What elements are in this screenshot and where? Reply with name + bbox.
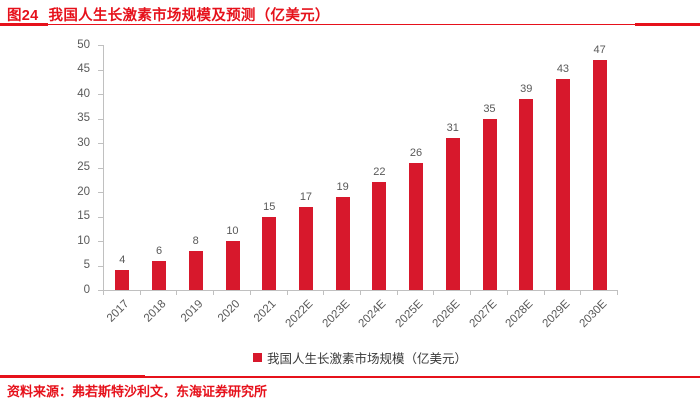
legend-color-swatch — [252, 353, 262, 362]
y-axis-label: 45 — [77, 63, 90, 75]
y-axis-tick — [98, 265, 103, 267]
x-axis-tick — [213, 291, 215, 295]
bar-value-label: 6 — [155, 244, 163, 257]
bar-2022E — [298, 206, 313, 290]
bar-chart-plot-area: 4 6 8 10 15 17 19 22 26 31 35 39 43 47 — [103, 43, 618, 291]
title-divider-left-accent — [0, 22, 48, 27]
x-axis-tick — [139, 291, 141, 295]
x-axis-tick — [396, 291, 398, 295]
footer-divider — [0, 376, 700, 378]
bar-2023E — [335, 196, 350, 290]
title-divider-right-accent — [635, 22, 700, 27]
y-axis-tick — [98, 143, 103, 144]
source-note: 资料来源：弗若斯特沙利文，东海证券研究所 — [7, 384, 268, 399]
x-axis-tick — [323, 291, 325, 295]
y-axis-tick — [98, 118, 103, 120]
bar-value-label: 26 — [409, 146, 423, 159]
y-axis-label: 15 — [77, 210, 90, 222]
bar-2020 — [225, 241, 240, 290]
bar-2027E — [482, 118, 497, 290]
y-axis-tick — [98, 216, 103, 218]
y-axis-tick — [98, 241, 103, 242]
bar-value-label: 31 — [446, 122, 459, 135]
bar-2028E — [519, 98, 534, 290]
bar-2021 — [262, 216, 277, 290]
bar-2019 — [188, 250, 203, 290]
chart-title: 图24 我国人生长激素市场规模及预测（亿美元） — [7, 4, 330, 25]
bar-value-label: 4 — [119, 254, 126, 267]
bar-2029E — [555, 79, 570, 290]
y-axis-tick — [98, 192, 103, 193]
bar-2017 — [115, 270, 130, 290]
x-axis-tick — [617, 291, 618, 295]
bar-value-label: 10 — [226, 225, 239, 237]
bar-2025E — [409, 162, 424, 290]
x-axis-tick — [286, 291, 288, 295]
bar-value-label: 22 — [373, 166, 386, 179]
bar-value-label: 47 — [593, 43, 606, 56]
y-axis-label: 25 — [77, 161, 90, 173]
y-axis-label: 0 — [83, 283, 90, 296]
bar-2030E — [592, 59, 607, 290]
y-axis-tick — [98, 45, 103, 46]
legend-series-label: 我国人生长激素市场规模（亿美元） — [266, 352, 467, 366]
bar-value-label: 8 — [192, 234, 199, 247]
bar-value-label: 17 — [299, 190, 313, 203]
bar-value-label: 39 — [520, 82, 533, 95]
bar-value-label: 19 — [336, 180, 349, 193]
x-axis-tick — [543, 291, 545, 295]
y-axis-label: 50 — [77, 38, 90, 51]
chart-title-text: 我国人生长激素市场规模及预测（亿美元） — [48, 8, 330, 24]
bar-2018 — [152, 260, 167, 290]
x-axis-tick — [360, 291, 361, 295]
y-axis-tick — [98, 290, 103, 291]
title-divider — [0, 23, 700, 26]
bar-2026E — [445, 138, 460, 290]
x-axis-tick — [433, 291, 435, 295]
footer-divider-left-accent — [0, 374, 145, 378]
bar-value-label: 43 — [556, 63, 570, 76]
y-axis-tick — [98, 94, 103, 95]
y-axis-tick — [98, 167, 103, 169]
x-axis-tick — [580, 291, 582, 295]
bar-value-label: 15 — [263, 200, 276, 213]
x-axis-tick — [506, 291, 508, 295]
y-axis-label: 40 — [77, 87, 90, 100]
y-axis-tick — [98, 69, 103, 71]
y-axis-label: 10 — [77, 234, 90, 247]
x-axis-tick — [470, 291, 472, 295]
x-axis-tick — [249, 291, 251, 295]
chart-legend: 我国人生长激素市场规模（亿美元） — [103, 348, 617, 367]
x-axis-tick — [176, 291, 178, 295]
y-axis-label: 5 — [83, 259, 90, 271]
y-axis-label: 30 — [77, 136, 90, 149]
figure-number: 图24 — [7, 8, 39, 24]
bar-2024E — [372, 182, 387, 290]
y-axis-label: 35 — [77, 112, 90, 124]
y-axis-label: 20 — [77, 185, 90, 198]
x-axis-tick — [103, 291, 104, 295]
bar-value-label: 35 — [483, 102, 496, 115]
